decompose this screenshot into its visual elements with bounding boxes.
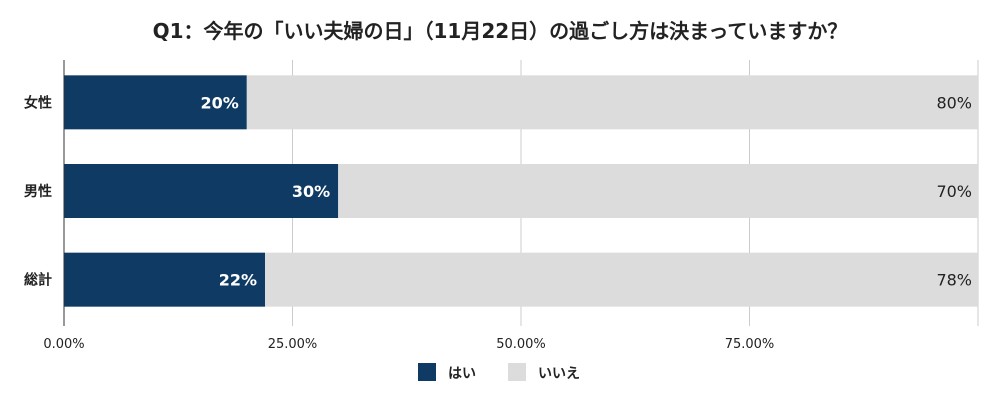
- category-label-2: 総計: [24, 272, 52, 289]
- data-label-no-1: 70%: [936, 182, 972, 201]
- legend-swatch-1: [508, 363, 526, 381]
- legend-label-1: いいえ: [538, 366, 580, 382]
- bar-no-0: [246, 75, 979, 130]
- data-label-yes-0: 20%: [201, 93, 239, 112]
- x-tick-label-1: 25.00%: [268, 337, 318, 352]
- x-tick-label-0: 0.00%: [43, 337, 84, 352]
- legend: はい いいえ: [418, 363, 580, 382]
- legend-swatch-0: [418, 363, 436, 381]
- bar-yes-0: [64, 75, 247, 130]
- chart-title: Q1：今年の「いい夫婦の日」（11月22日）の過ごし方は決まっていますか？: [153, 19, 848, 43]
- legend-label-0: はい: [448, 366, 476, 382]
- category-label-1: 男性: [24, 183, 52, 200]
- bar-no-1: [338, 164, 978, 218]
- x-tick-labels: 0.00% 25.00% 50.00% 75.00%: [43, 337, 774, 352]
- category-label-0: 女性: [24, 94, 52, 111]
- x-tick-label-3: 75.00%: [725, 337, 775, 352]
- bar-yes-2: [64, 252, 266, 307]
- bar-no-2: [265, 252, 979, 307]
- data-label-no-0: 80%: [936, 93, 972, 112]
- x-tick-label-2: 50.00%: [496, 337, 546, 352]
- bars: 20% 80% 30% 70% 22% 78%: [64, 75, 979, 307]
- bar-yes-1: [64, 164, 339, 218]
- data-label-yes-2: 22%: [219, 271, 257, 290]
- data-label-yes-1: 30%: [292, 182, 330, 201]
- data-label-no-2: 78%: [936, 271, 972, 290]
